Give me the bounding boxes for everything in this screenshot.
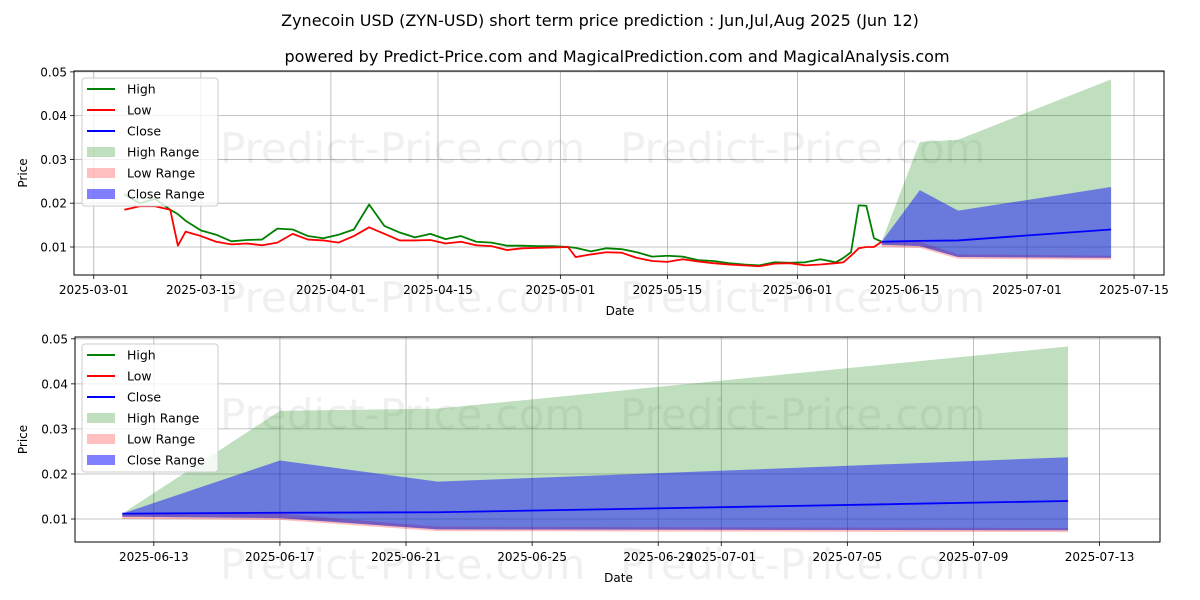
legend-swatch-patch <box>87 434 115 444</box>
low-range-band <box>881 241 1112 260</box>
legend-swatch-patch <box>87 413 115 423</box>
high-line <box>123 193 882 267</box>
y-tick-label: 0.05 <box>40 65 67 79</box>
legend-swatch-patch <box>87 168 115 178</box>
legend-label: Close Range <box>127 453 205 468</box>
x-tick-label: 2025-06-17 <box>245 550 315 564</box>
x-tick-label: 2025-07-15 <box>1099 283 1169 297</box>
y-tick-label: 0.01 <box>40 240 67 254</box>
x-tick-label: 2025-06-15 <box>870 283 940 297</box>
legend-label: High Range <box>127 411 200 426</box>
y-tick-label: 0.04 <box>40 109 67 123</box>
x-tick-label: 2025-04-15 <box>403 283 473 297</box>
x-tick-label: 2025-07-09 <box>939 550 1009 564</box>
x-tick-label: 2025-07-13 <box>1065 550 1135 564</box>
watermark: Predict-Price.com <box>620 390 985 439</box>
x-tick-label: 2025-06-01 <box>763 283 833 297</box>
bottom-subplot: 2025-06-13 2025-06-17 2025-06-21 2025-06-25… <box>16 332 1161 589</box>
chart-subtitle: powered by Predict-Price.com and Magical… <box>284 47 949 66</box>
y-tick-label: 0.02 <box>41 467 68 481</box>
x-tick-label: 2025-03-01 <box>59 283 129 297</box>
watermark: Predict-Price.com <box>220 124 585 173</box>
x-tick-label: 2025-03-15 <box>166 283 236 297</box>
plot-area <box>123 79 1112 268</box>
legend-label: Low Range <box>127 166 196 181</box>
x-tick-label: 2025-07-05 <box>812 550 882 564</box>
legend: High Low Close High Range Low Range Close Ran… <box>81 343 219 473</box>
legend-label: High Range <box>127 145 200 160</box>
x-axis-label: Date <box>606 304 635 318</box>
chart-title: Zynecoin USD (ZYN-USD) short term price … <box>281 11 919 30</box>
legend-swatch-patch <box>87 147 115 157</box>
legend-label: Low <box>127 369 152 384</box>
axes-frame <box>73 70 1165 276</box>
x-tick-label: 2025-06-21 <box>371 550 441 564</box>
watermark: Predict-Price.com <box>620 273 985 322</box>
y-tick-label: 0.02 <box>40 197 67 211</box>
low-range-band <box>122 513 1069 533</box>
low-line <box>124 205 883 268</box>
watermark: Predict-Price.com <box>220 540 585 589</box>
legend-box <box>81 343 219 473</box>
legend-swatch-patch <box>87 189 115 199</box>
top-subplot: 2025-03-01 2025-03-15 2025-04-01 2025-04-15… <box>16 65 1169 322</box>
x-tick-label: 2025-06-25 <box>497 550 567 564</box>
x-axis-label: Date <box>604 571 633 585</box>
watermark: Predict-Price.com <box>620 540 985 589</box>
y-axis-label: Price <box>16 425 30 454</box>
legend-label: Low Range <box>127 432 196 447</box>
y-tick-label: 0.04 <box>41 377 68 391</box>
legend-label: Close <box>127 390 161 405</box>
close-forecast-line <box>881 228 1112 243</box>
y-tick-label: 0.01 <box>41 513 68 527</box>
legend-label: High <box>127 348 156 363</box>
plot-area <box>122 346 1069 533</box>
x-tick-label: 2025-07-01 <box>992 283 1062 297</box>
x-tick-label: 2025-06-29 <box>623 550 693 564</box>
y-tick-label: 0.03 <box>40 153 67 167</box>
legend-label: High <box>127 82 156 97</box>
watermark: Predict-Price.com <box>620 124 985 173</box>
close-forecast-line <box>122 500 1069 515</box>
x-tick-label: 2025-06-13 <box>119 550 189 564</box>
x-tick-label: 2025-07-01 <box>686 550 756 564</box>
high-range-band <box>122 346 1069 531</box>
x-tick-label: 2025-05-01 <box>525 283 595 297</box>
legend-label: Low <box>127 103 152 118</box>
y-tick-label: 0.05 <box>41 332 68 346</box>
legend-box <box>81 77 219 207</box>
x-tick-label: 2025-05-15 <box>633 283 703 297</box>
high-range-band <box>881 79 1112 258</box>
axes-frame <box>74 336 1161 543</box>
legend-label: Close <box>127 124 161 139</box>
watermark: Predict-Price.com <box>220 273 585 322</box>
legend-label: Close Range <box>127 187 205 202</box>
y-tick-label: 0.03 <box>41 422 68 436</box>
legend: High Low Close High Range Low Range Close Ran… <box>81 77 219 207</box>
legend-swatch-patch <box>87 455 115 465</box>
y-axis-label: Price <box>16 158 30 187</box>
watermark: Predict-Price.com <box>220 390 585 439</box>
x-tick-label: 2025-04-01 <box>296 283 366 297</box>
